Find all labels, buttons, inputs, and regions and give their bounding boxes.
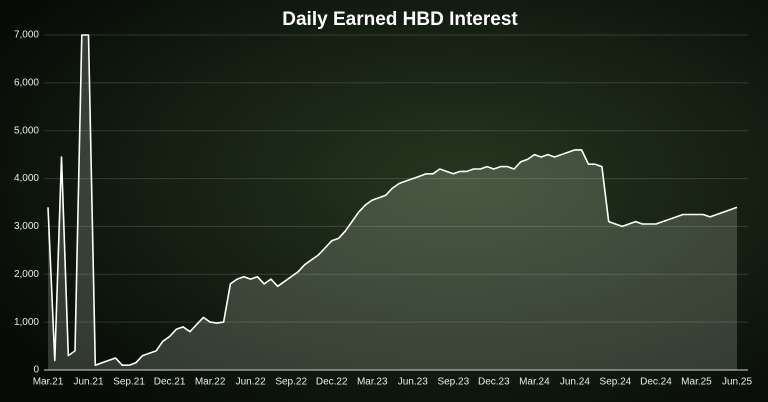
- x-tick-label: Sep.24: [600, 377, 632, 388]
- y-tick-label: 0: [33, 365, 39, 376]
- x-tick-label: Jun.22: [236, 377, 266, 388]
- x-tick-label: Dec.22: [316, 377, 348, 388]
- y-tick-label: 7,000: [14, 30, 39, 41]
- chart-title: Daily Earned HBD Interest: [282, 9, 518, 30]
- y-tick-label: 2,000: [14, 269, 39, 280]
- x-tick-label: Mar.25: [681, 377, 712, 388]
- x-tick-label: Jun.25: [722, 377, 752, 388]
- y-tick-label: 4,000: [14, 173, 39, 184]
- x-tick-label: Jun.21: [74, 377, 104, 388]
- x-tick-label: Dec.23: [478, 377, 510, 388]
- x-tick-label: Sep.23: [437, 377, 469, 388]
- y-tick-label: 3,000: [14, 221, 39, 232]
- x-tick-label: Mar.21: [33, 377, 64, 388]
- x-tick-label: Mar.24: [519, 377, 550, 388]
- x-tick-label: Jun.24: [560, 377, 590, 388]
- x-tick-label: Mar.23: [357, 377, 388, 388]
- x-tick-label: Jun.23: [398, 377, 428, 388]
- x-tick-label: Sep.22: [275, 377, 307, 388]
- y-tick-label: 5,000: [14, 125, 39, 136]
- line: [47, 34, 738, 366]
- x-tick-label: Sep.21: [113, 377, 145, 388]
- y-tick-label: 6,000: [14, 77, 39, 88]
- x-tick-label: Mar.22: [195, 377, 226, 388]
- y-tick-label: 1,000: [14, 317, 39, 328]
- x-tick-label: Dec.21: [154, 377, 186, 388]
- area: [48, 35, 737, 370]
- x-tick-label: Dec.24: [640, 377, 672, 388]
